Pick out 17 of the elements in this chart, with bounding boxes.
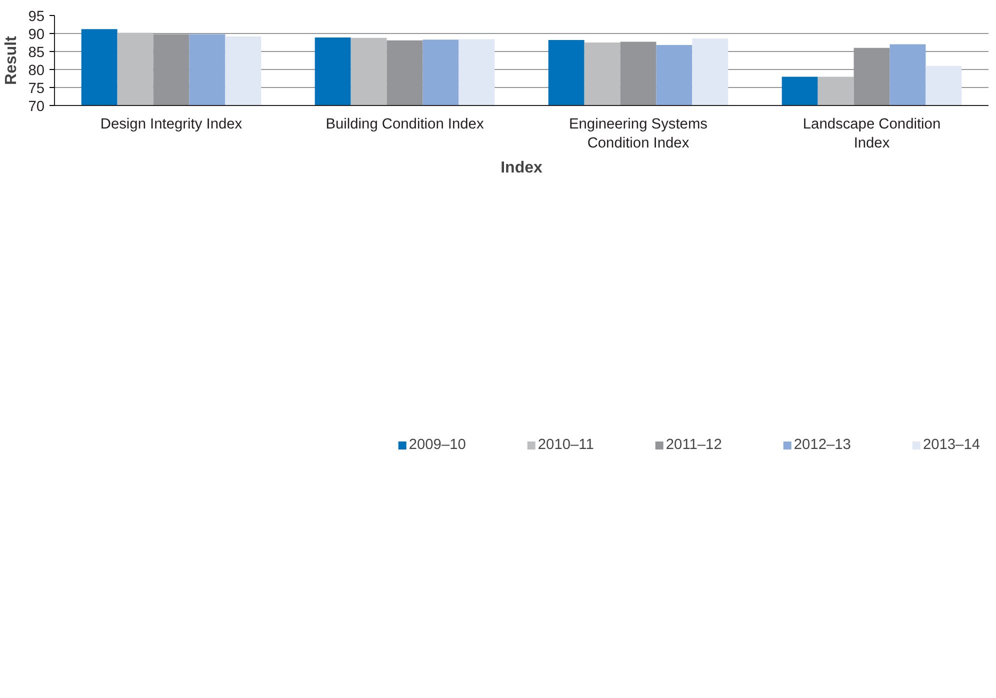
y-tick-label: 90: [28, 27, 45, 43]
legend-label: 2012–13: [794, 437, 851, 453]
y-tick-label: 75: [28, 81, 45, 97]
legend-label: 2009–10: [408, 437, 466, 453]
y-tick-label: 80: [28, 63, 45, 79]
x-axis-title: Index: [500, 160, 542, 177]
y-tick-label: 95: [28, 9, 45, 25]
x-tick-label: Landscape Condition Index: [802, 116, 941, 152]
legend-label: 2011–12: [666, 437, 722, 453]
y-tick-label: 70: [28, 99, 45, 115]
legend-label: 2010–11: [538, 437, 594, 453]
y-tick-label: 85: [28, 45, 45, 61]
x-tick-label: Engineering Systems Condition Index: [569, 116, 708, 152]
legend-label: 2013–14: [922, 437, 980, 453]
x-tick-label: Design Integrity Index: [100, 116, 243, 132]
y-axis-title: Result: [3, 35, 20, 85]
x-tick-label: Building Condition Index: [326, 116, 484, 132]
